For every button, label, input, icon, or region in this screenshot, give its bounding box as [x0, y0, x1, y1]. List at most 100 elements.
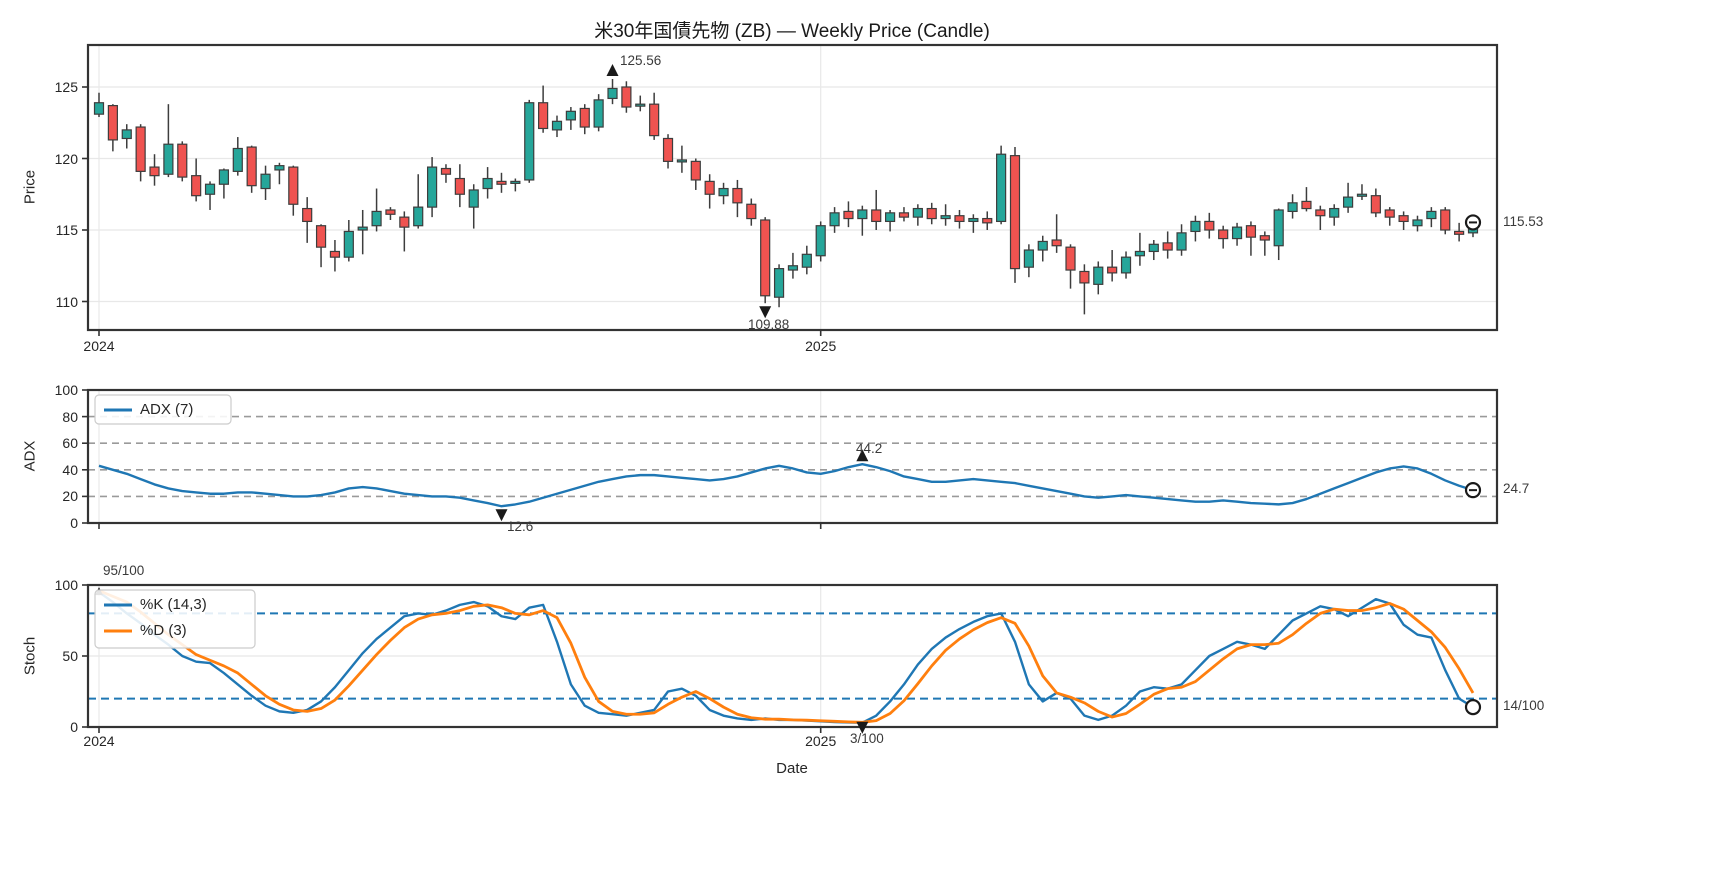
candle-body: [565, 110, 576, 121]
candle-body: [1134, 250, 1146, 257]
candle-body: [1412, 219, 1423, 227]
candle-body: [968, 217, 979, 223]
candle-body: [690, 160, 701, 181]
stoch-k-line: [98, 591, 1474, 724]
candle-body: [635, 103, 646, 107]
candle-body: [1093, 266, 1104, 285]
adx-line: [98, 463, 1474, 508]
candle-body: [607, 87, 618, 100]
stoch-last-marker: [1464, 699, 1482, 716]
candle-body: [1023, 249, 1034, 268]
candle-body: [621, 86, 632, 108]
candle-body: [801, 253, 812, 268]
candle-body: [773, 268, 785, 298]
candle-body: [746, 203, 757, 220]
candle-body: [1051, 239, 1062, 247]
candle-body: [454, 177, 465, 195]
candle-body: [1176, 232, 1187, 251]
candle-body: [1107, 266, 1118, 274]
candle-body: [760, 219, 771, 297]
candle-body: [371, 210, 382, 227]
candle-body: [940, 215, 951, 220]
candle-body: [982, 217, 993, 224]
candle-body: [787, 265, 799, 271]
stoch-legend-box: [94, 589, 256, 649]
candle-body: [551, 120, 563, 131]
candle-body: [343, 230, 354, 258]
candle-body: [1301, 200, 1312, 210]
candle-body: [1231, 226, 1243, 240]
adx-legend-box: [94, 394, 232, 425]
candle-body: [649, 103, 660, 137]
candle-body: [399, 216, 410, 228]
candle-body: [1009, 155, 1021, 270]
candle-body: [704, 180, 715, 195]
candle-body: [232, 147, 243, 172]
candle-body: [107, 104, 118, 141]
candle-body: [1037, 240, 1048, 251]
candle-body: [579, 107, 590, 128]
candle-body: [1398, 215, 1409, 223]
candle-body: [93, 102, 105, 115]
candle-body: [1162, 242, 1173, 251]
candle-body: [149, 166, 160, 177]
stoch-trough-marker: [856, 721, 869, 734]
candle-body: [385, 209, 396, 215]
candle-body: [1384, 209, 1395, 218]
candle-body: [857, 209, 868, 220]
candle-body: [1356, 193, 1368, 197]
candle-body: [898, 212, 910, 218]
candle-body: [1120, 256, 1132, 274]
adx-trough-marker: [495, 509, 508, 522]
candle-body: [662, 137, 674, 162]
candle-body: [718, 187, 729, 197]
candle-body: [996, 153, 1007, 223]
candle-body: [1329, 207, 1340, 218]
candle-body: [204, 183, 216, 195]
candle-body: [912, 207, 923, 218]
candle-body: [246, 146, 257, 187]
candle-body: [538, 102, 549, 130]
candle-body: [1204, 220, 1215, 231]
candle-body: [524, 102, 535, 181]
candle-body: [884, 212, 896, 223]
candle-body: [440, 167, 452, 175]
candle-body: [357, 226, 368, 231]
candle-body: [468, 189, 479, 208]
price-low-marker: [759, 306, 772, 319]
price-high-marker: [606, 63, 619, 76]
candle-body: [1342, 196, 1354, 208]
candle-body: [1454, 230, 1465, 235]
candle-body: [843, 210, 854, 220]
candle-body: [1190, 220, 1201, 233]
candle-body: [496, 180, 507, 185]
candle-body: [815, 225, 826, 257]
candle-body: [1315, 209, 1326, 217]
candle-body: [1370, 195, 1381, 214]
candle-body: [871, 209, 882, 223]
candle-body: [1440, 209, 1451, 231]
candle-body: [593, 99, 604, 128]
candle-body: [121, 129, 132, 140]
adx-peak-marker: [856, 449, 869, 462]
candle-body: [218, 169, 230, 185]
candle-body: [1259, 235, 1270, 241]
panel-border: [86, 583, 1499, 729]
candle-body: [177, 143, 188, 178]
candle-body: [1065, 246, 1076, 271]
candle-body: [954, 215, 965, 223]
candle-body: [1287, 202, 1298, 213]
candle-body: [274, 165, 285, 171]
panel-border: [86, 388, 1499, 525]
candle-body: [829, 212, 840, 227]
candle-body: [482, 177, 493, 190]
candle-body: [676, 159, 688, 163]
candle-body: [926, 207, 937, 220]
candle-body: [315, 225, 327, 248]
panel-border: [86, 43, 1499, 332]
candle-body: [191, 175, 202, 197]
candle-body: [1273, 209, 1284, 247]
candle-body: [1148, 243, 1159, 253]
